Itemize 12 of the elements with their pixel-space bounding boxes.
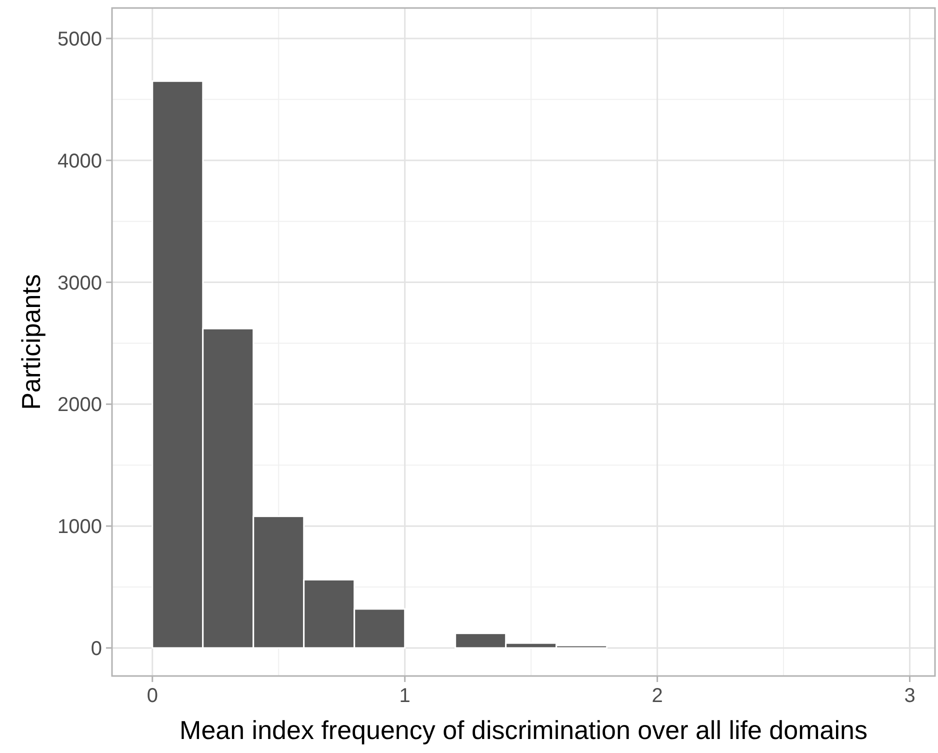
x-tick-label: 2 [652, 685, 663, 707]
y-tick-label: 3000 [58, 272, 102, 294]
x-tick-label: 1 [399, 685, 410, 707]
x-axis-title: Mean index frequency of discrimination over all life domains [180, 715, 868, 745]
y-tick-label: 0 [90, 638, 102, 660]
y-tick-label: 1000 [58, 516, 102, 538]
x-tick-label: 3 [904, 685, 916, 707]
x-tick-label: 0 [146, 685, 158, 707]
y-tick-label: 2000 [58, 394, 102, 416]
y-tick-label: 5000 [58, 28, 102, 50]
y-axis-title: Participants [16, 274, 46, 410]
y-tick-label: 4000 [58, 150, 102, 172]
